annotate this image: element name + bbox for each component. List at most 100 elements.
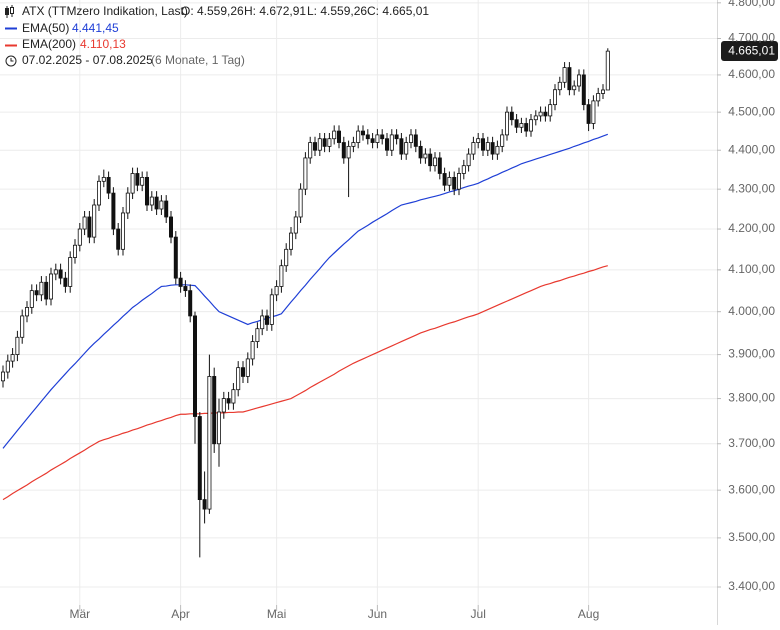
candle-body: [10, 354, 15, 362]
candle-body: [149, 196, 154, 206]
candle-body: [116, 228, 121, 250]
legend-value: 4.441,45: [72, 21, 119, 35]
candle-body: [240, 367, 245, 377]
candle-body: [418, 145, 423, 159]
candle-body: [432, 157, 437, 167]
x-tick-label: Jun: [368, 607, 387, 621]
candle-body: [553, 89, 558, 106]
candle-body: [529, 119, 534, 132]
candle-body: [480, 138, 485, 151]
legend-name: EMA(200): [22, 37, 76, 51]
candle-body: [173, 236, 178, 279]
candle-body: [188, 290, 193, 317]
candle-body: [168, 216, 173, 238]
candle-body: [284, 248, 289, 267]
candle-body: [461, 165, 466, 174]
candle-body: [202, 499, 207, 510]
y-tick-label: 3.400,00: [728, 579, 775, 593]
y-tick-label: 4.100,00: [728, 262, 775, 276]
legend: ATX (TTMzero Indikation, Last) O: 4.559,…: [5, 4, 429, 67]
candle-body: [87, 216, 92, 238]
ema-line: [2, 133, 609, 449]
y-tick-label: 3.800,00: [728, 391, 775, 405]
candle-icon: [5, 5, 14, 18]
candle-body: [471, 142, 476, 155]
candle-body: [332, 130, 337, 140]
candle-body: [192, 315, 197, 417]
candle-body: [322, 138, 327, 147]
candle-body: [524, 123, 529, 132]
candle-body: [336, 130, 341, 143]
candle-body: [130, 173, 135, 194]
candle-body: [53, 269, 58, 275]
candle-body: [317, 138, 322, 151]
candle-body: [231, 389, 236, 404]
candle-body: [452, 176, 457, 190]
candle-body: [236, 367, 241, 391]
candle-body: [360, 130, 365, 136]
x-tick-label: Apr: [171, 607, 190, 621]
plot-area: Mär Apr Mai Jun Jul Aug: [0, 0, 717, 621]
candle-body: [404, 142, 409, 155]
candle-body: [216, 411, 221, 445]
candle-body: [154, 196, 159, 210]
legend-name: EMA(50): [22, 21, 69, 35]
y-tick-label: 4.200,00: [728, 221, 775, 235]
y-tick-label: 4.700,00: [728, 31, 775, 45]
candle-body: [586, 104, 591, 124]
candle-body: [408, 134, 413, 143]
candle-body: [212, 376, 217, 445]
candle-body: [298, 188, 303, 218]
legend-value: 4.110,13: [80, 37, 126, 51]
candle-body: [577, 74, 582, 87]
y-tick-label: 3.700,00: [728, 436, 775, 450]
close-label: C: 4.665,01: [367, 4, 429, 18]
ema-line: [2, 265, 608, 501]
candle-body: [92, 204, 97, 238]
candle-body: [447, 176, 452, 186]
candle-body: [15, 336, 20, 355]
candle-body: [183, 286, 188, 292]
candle-body: [5, 360, 10, 373]
candle-body: [303, 157, 308, 190]
candle-body: [44, 281, 49, 300]
candle-body: [327, 138, 332, 147]
x-tick-label: Jul: [471, 607, 486, 621]
last-price: 4.665,01: [728, 44, 775, 58]
candle-body: [442, 173, 447, 186]
candle-body: [269, 294, 274, 325]
candle-body: [601, 89, 606, 94]
candle-body: [20, 315, 25, 338]
candle-body: [572, 85, 577, 91]
candle-body: [164, 200, 169, 218]
candle-body: [428, 153, 433, 167]
candle-body: [106, 176, 111, 194]
candle-body: [245, 358, 250, 377]
high-label: H: 4.672,91: [244, 4, 306, 18]
y-tick-label: 4.300,00: [728, 181, 775, 195]
y-tick-label: 3.600,00: [728, 482, 775, 496]
candle-body: [159, 200, 164, 210]
candle-body: [557, 81, 562, 91]
candle-body: [538, 111, 543, 117]
candle-body: [226, 398, 231, 404]
candle-body: [255, 328, 260, 342]
candle-body: [399, 138, 404, 155]
candle-body: [279, 265, 284, 287]
candle-body: [456, 173, 461, 190]
candle-body: [375, 134, 380, 143]
candle-body: [77, 228, 82, 246]
candle-body: [144, 176, 149, 206]
candle-body: [389, 134, 394, 151]
y-tick-label: 4.600,00: [728, 67, 775, 81]
candle-body: [250, 341, 255, 360]
candle-body: [125, 192, 130, 214]
candle-body: [178, 277, 183, 287]
candle-body: [394, 134, 399, 140]
candle-body: [207, 376, 212, 510]
candle-body: [346, 145, 351, 159]
candle-body: [351, 142, 356, 147]
date-range: 07.02.2025 - 07.08.2025: [22, 53, 153, 67]
candle-body: [356, 130, 361, 143]
